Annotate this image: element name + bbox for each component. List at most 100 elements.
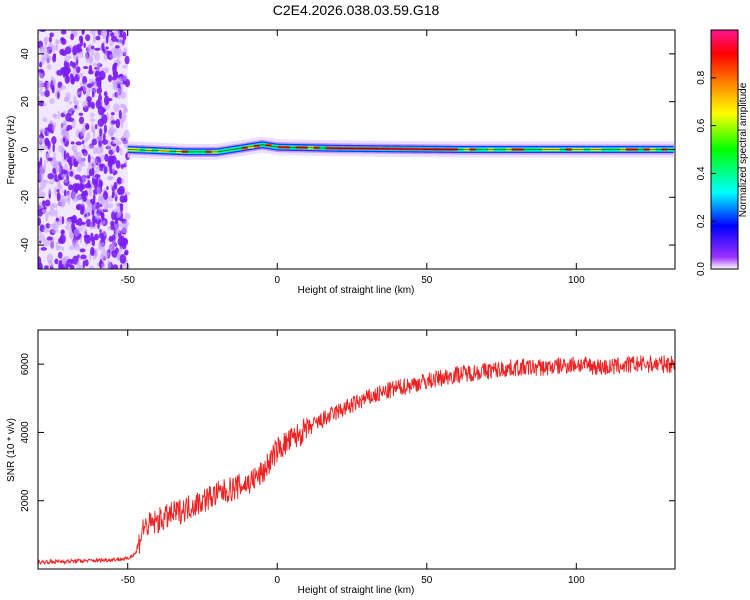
noise-blob (42, 145, 49, 150)
signal-ridge-line (127, 144, 674, 153)
noise-blob (95, 70, 99, 78)
noise-blob (85, 34, 91, 42)
noise-blob (75, 194, 82, 201)
noise-blob (48, 147, 52, 155)
noise-blob (38, 89, 43, 95)
noise-blob (61, 229, 65, 235)
noise-blob (106, 30, 110, 38)
noise-blob (85, 124, 90, 130)
noise-blob (87, 201, 92, 205)
noise-blob (51, 203, 59, 208)
noise-blob (42, 117, 48, 123)
noise-blob (48, 36, 52, 43)
noise-blob (46, 81, 51, 89)
noise-blob (38, 189, 42, 197)
noise-blob (71, 146, 75, 150)
noise-blob (68, 100, 73, 105)
noise-blob (84, 259, 89, 267)
noise-blob (48, 42, 54, 51)
noise-blob (58, 245, 62, 250)
noise-blob (77, 206, 81, 210)
noise-blob (46, 47, 50, 57)
spectrogram-y-tick-label: -20 (20, 190, 31, 205)
noise-blob (77, 217, 83, 227)
noise-blob (110, 112, 115, 116)
noise-blob (122, 47, 128, 56)
noise-blob (118, 185, 125, 195)
noise-blob (80, 208, 85, 215)
noise-blob (84, 234, 91, 244)
noise-blob (77, 72, 84, 78)
spectrogram-y-tick-label: -40 (20, 237, 31, 252)
noise-blob (63, 178, 68, 183)
noise-blob (82, 30, 85, 35)
noise-blob (50, 263, 54, 268)
noise-blob (100, 30, 104, 37)
noise-blob (69, 232, 75, 240)
noise-blob (88, 187, 93, 197)
noise-blob (58, 166, 62, 175)
noise-blob (48, 208, 56, 217)
noise-blob (103, 91, 108, 97)
signal-core-segment (241, 146, 248, 150)
noise-blob (113, 128, 117, 133)
noise-blob (70, 78, 75, 85)
noise-blob (52, 143, 55, 153)
noise-blob (119, 195, 126, 203)
noise-blob (52, 54, 57, 63)
noise-blob (56, 70, 64, 76)
noise-blob (114, 45, 120, 49)
snr-y-tick-label: 6000 (20, 353, 31, 376)
noise-blob (52, 167, 57, 175)
snr-x-ticks: -50 0 50 100 (120, 330, 585, 586)
signal-core-segment (253, 144, 260, 148)
noise-blob (113, 103, 120, 113)
noise-blob (90, 48, 95, 56)
noise-blob (84, 183, 92, 189)
noise-blob (79, 37, 84, 47)
snr-x-tick-label: 50 (421, 575, 433, 586)
noise-blob (72, 119, 76, 130)
noise-blob (66, 258, 73, 264)
noise-blob (44, 137, 50, 144)
noise-blob (41, 208, 47, 213)
colorbar-tick-label: 0.0 (696, 262, 707, 276)
noise-blob (103, 124, 108, 134)
noise-blob (63, 150, 67, 161)
noise-blob (111, 76, 117, 81)
spectrogram-x-tick-label: 0 (274, 275, 280, 286)
noise-blob (57, 251, 63, 259)
noise-blob (56, 39, 62, 44)
noise-blob (63, 119, 66, 126)
colorbar-label: Normalized spectral amplitude (738, 82, 749, 217)
noise-blob (92, 214, 96, 225)
noise-blob (87, 99, 92, 108)
noise-blob (96, 81, 102, 88)
noise-blob (86, 131, 91, 140)
noise-blob (89, 118, 96, 122)
noise-blob (55, 44, 59, 52)
snr-panel: -50 0 50 100 2000 4000 6000 Height of straigh… (6, 329, 676, 596)
noise-blob (73, 160, 79, 168)
noise-blob (122, 64, 128, 69)
noise-blob (59, 234, 66, 245)
noise-blob (67, 196, 71, 206)
noise-blob (61, 50, 68, 57)
noise-blob (38, 234, 45, 242)
noise-blob (40, 55, 46, 65)
colorbar-tick-label: 0.8 (696, 70, 707, 84)
spectrogram-x-ticks: -50 0 50 100 (120, 30, 585, 286)
noise-blob (73, 95, 77, 104)
colorbar-tick-label: 0.4 (696, 166, 707, 180)
noise-blob (38, 217, 42, 226)
noise-blob (107, 176, 113, 180)
noise-blob (82, 175, 86, 185)
noise-blob (86, 83, 93, 88)
noise-blob (101, 114, 108, 125)
noise-blob (118, 109, 122, 120)
spectrogram-x-tick-label: 100 (568, 275, 585, 286)
signal-core-segment (265, 143, 272, 147)
noise-blob (111, 93, 115, 98)
noise-blob (98, 70, 106, 80)
noise-blob (112, 208, 119, 213)
